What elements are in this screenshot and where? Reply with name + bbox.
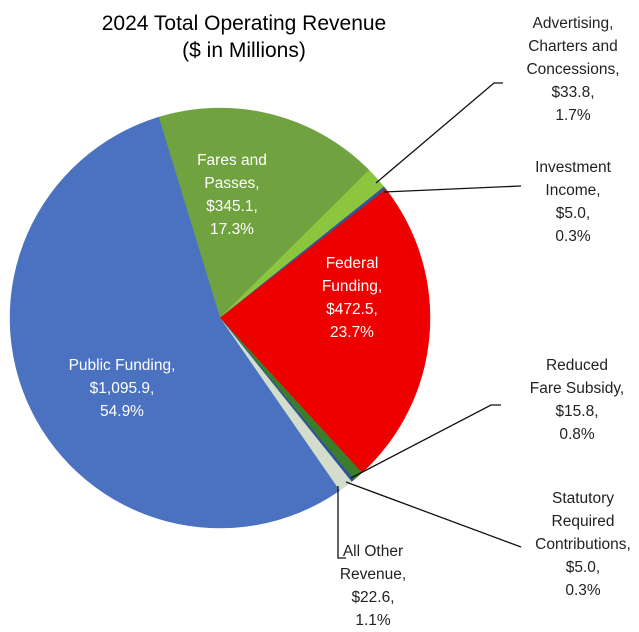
slice-label: Public Funding, bbox=[69, 357, 176, 374]
percent-label: 0.8% bbox=[559, 426, 595, 443]
percent-label: 23.7% bbox=[330, 324, 374, 341]
value-label: $472.5, bbox=[326, 301, 378, 318]
percent-label: 1.1% bbox=[355, 612, 391, 629]
slice-label: Fares and Passes, bbox=[197, 152, 267, 192]
percent-label: 0.3% bbox=[565, 582, 601, 599]
leader-line bbox=[345, 481, 522, 548]
slice-label: Federal Funding, bbox=[322, 255, 382, 295]
slice-label: Statutory Required Contributions, bbox=[535, 490, 631, 553]
leader-line bbox=[383, 185, 522, 193]
value-label: $1,095.9, bbox=[90, 380, 155, 397]
slice-label: Reduced Fare Subsidy, bbox=[530, 357, 624, 397]
leader-lines bbox=[337, 82, 522, 559]
value-label: $33.8, bbox=[551, 84, 594, 101]
value-label: $5.0, bbox=[556, 205, 590, 222]
value-label: $15.8, bbox=[555, 403, 598, 420]
percent-label: 0.3% bbox=[555, 228, 591, 245]
percent-label: 54.9% bbox=[100, 403, 144, 420]
pie bbox=[9, 107, 431, 529]
pie-slice bbox=[9, 116, 340, 529]
pie-slice bbox=[219, 189, 431, 474]
percent-label: 17.3% bbox=[210, 221, 254, 238]
pie-slice bbox=[158, 107, 370, 319]
leader-line bbox=[375, 82, 503, 184]
value-label: $345.1, bbox=[206, 198, 258, 215]
leader-line bbox=[337, 486, 346, 559]
slice-label: Advertising, Charters and Concessions, bbox=[526, 15, 619, 78]
value-label: $22.6, bbox=[351, 589, 394, 606]
chart-title: 2024 Total Operating Revenue bbox=[102, 12, 386, 35]
slice-label: Investment Income, bbox=[535, 159, 612, 199]
leader-line bbox=[350, 404, 501, 479]
chart-subtitle: ($ in Millions) bbox=[182, 39, 306, 62]
slice-label: All Other Revenue, bbox=[340, 543, 406, 583]
percent-label: 1.7% bbox=[555, 107, 591, 124]
value-label: $5.0, bbox=[566, 559, 600, 576]
